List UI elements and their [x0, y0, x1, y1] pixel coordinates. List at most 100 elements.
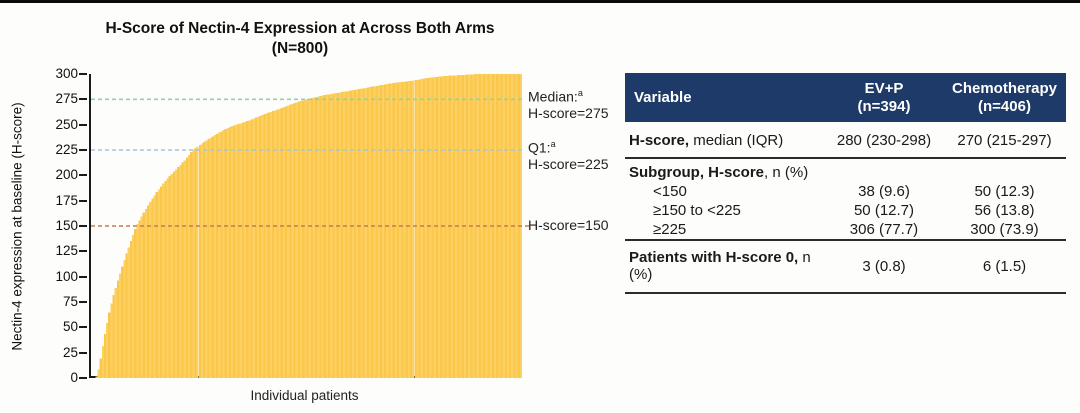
patient-bar	[409, 80, 413, 379]
patient-bar	[388, 83, 391, 378]
patient-bar	[282, 107, 285, 378]
patient-bar	[358, 89, 361, 378]
y-axis-tick	[79, 250, 87, 253]
y-axis-label-wrap: Nectin-4 expression at baseline (H-score…	[4, 74, 30, 378]
y-tick-label: 175	[55, 192, 78, 208]
y-axis-tick	[79, 73, 87, 75]
patient-bar	[340, 92, 344, 379]
chemotherapy-value: 300 (73.9)	[970, 221, 1039, 238]
patient-bar	[198, 145, 201, 378]
y-axis-tick	[79, 174, 87, 177]
patient-bar	[170, 173, 173, 378]
y-axis-tick	[79, 199, 87, 202]
patient-bar	[448, 75, 451, 379]
y-tick-label: 225	[55, 142, 78, 157]
table-row: ≥150 to <225 50 (12.7) 56 (13.8)	[625, 201, 1066, 220]
patient-bar	[256, 116, 260, 378]
patient-bar	[269, 111, 273, 378]
patient-bar	[323, 95, 326, 378]
y-tick-label: 250	[55, 116, 78, 132]
row-label: Patients with H-score 0, n (%)	[629, 249, 811, 283]
patient-bar	[440, 76, 443, 378]
patient-bar	[228, 127, 232, 378]
patient-bar	[515, 74, 518, 378]
patient-bar	[237, 123, 240, 378]
top-strip	[0, 0, 1080, 3]
patient-bar	[274, 110, 277, 378]
table-header-evp: EV+P (n=394)	[825, 73, 943, 122]
patient-bar	[310, 98, 313, 378]
y-tick-label: 125	[55, 243, 78, 259]
patient-bar	[371, 86, 374, 379]
patient-bar	[399, 82, 402, 379]
table-header-evp-line1: EV+P	[864, 79, 904, 97]
ev-p-value: 306 (77.7)	[849, 221, 919, 238]
bar-chart-svg	[91, 74, 529, 379]
ev-p-value: 280 (230-298)	[836, 132, 932, 149]
y-axis-tick	[79, 326, 87, 329]
patient-bar	[226, 128, 229, 378]
patient-bar	[308, 98, 311, 378]
patient-bar	[99, 358, 102, 378]
patient-bar	[493, 74, 497, 378]
patient-bar	[325, 94, 329, 379]
patient-bar	[153, 195, 156, 378]
patient-bar	[444, 75, 447, 379]
patient-bar	[392, 82, 395, 379]
footnote-marker: a	[577, 88, 583, 99]
annotation-line2: H-score=275	[528, 105, 609, 122]
patient-bar	[287, 105, 290, 378]
patient-bar	[172, 171, 176, 378]
patient-bar	[293, 103, 296, 379]
patient-bar	[420, 79, 423, 378]
patient-bar	[351, 90, 354, 379]
chemotherapy-value: 270 (215-297)	[957, 132, 1052, 149]
table-header-variable: Variable	[634, 89, 692, 106]
patient-bar	[125, 253, 128, 378]
patient-bar	[272, 111, 275, 379]
patient-bar	[336, 92, 339, 378]
patient-bar	[407, 81, 410, 378]
patient-bar	[244, 121, 247, 379]
patient-bar	[138, 220, 141, 378]
patient-bar	[233, 125, 236, 378]
ev-p-value: 3 (0.8)	[862, 257, 906, 275]
y-tick-label: 75	[62, 294, 78, 309]
patient-bar	[321, 95, 324, 378]
patient-bar	[465, 74, 469, 378]
patient-bar	[142, 212, 145, 378]
patient-bar	[312, 97, 316, 378]
patient-bar	[205, 140, 208, 378]
patient-bar	[119, 273, 122, 378]
patient-bar	[397, 82, 400, 379]
patient-bar	[386, 84, 389, 378]
patient-bar	[187, 154, 191, 378]
annotation-line2: H-score=225	[528, 156, 609, 173]
patient-bar	[412, 80, 415, 379]
patient-bar	[300, 101, 303, 378]
patient-bar	[114, 287, 117, 378]
y-tick-label: 150	[55, 218, 78, 233]
patient-bar	[442, 76, 445, 379]
patient-bar	[435, 76, 438, 378]
patient-bar	[248, 120, 251, 379]
patient-bar	[278, 108, 281, 378]
patient-bar	[218, 132, 221, 378]
patient-bar	[330, 93, 333, 378]
hscore150-annotation: H-score=150	[528, 217, 609, 234]
patient-bar	[162, 183, 165, 378]
patient-bar	[254, 117, 257, 378]
patient-bar	[164, 180, 167, 378]
patient-bar	[306, 99, 309, 378]
y-axis-tick	[79, 149, 87, 151]
y-tick-label: 25	[62, 344, 78, 360]
patient-bar	[280, 108, 283, 378]
patient-bar	[123, 259, 126, 378]
patient-bar	[259, 115, 262, 379]
chemotherapy-value: 50 (12.3)	[974, 183, 1035, 200]
patient-bar	[459, 75, 462, 378]
y-axis-tick	[79, 377, 87, 379]
patient-bar	[108, 312, 111, 378]
row-label: Subgroup, H-score, n (%)	[629, 164, 809, 181]
